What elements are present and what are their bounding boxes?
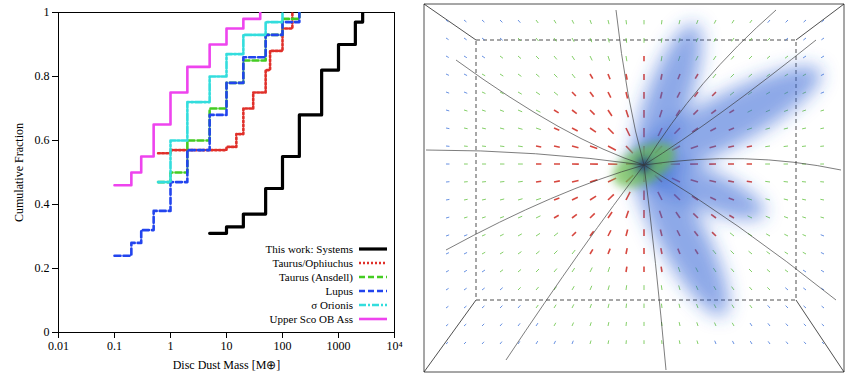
svg-text:0.8: 0.8	[35, 69, 50, 83]
svg-text:1: 1	[44, 5, 50, 19]
svg-text:0.4: 0.4	[35, 197, 50, 211]
html-text:This work: Systems: This work: Systems	[265, 243, 353, 255]
svg-text:1000: 1000	[327, 339, 351, 353]
html-text:Taurus (Ansdell): Taurus (Ansdell)	[278, 271, 353, 283]
html-text:Lupus: Lupus	[325, 285, 353, 297]
svg-text:0: 0	[44, 325, 50, 339]
svg-text:0.2: 0.2	[35, 261, 50, 275]
svg-text:100: 100	[274, 339, 292, 353]
svg-text:10: 10	[221, 339, 233, 353]
html-text:σ Orionis: σ Orionis	[311, 299, 353, 311]
html-text:Taurus/Ophiuchus: Taurus/Ophiuchus	[272, 257, 353, 269]
html-text:Upper Sco OB Ass: Upper Sco OB Ass	[269, 313, 353, 325]
svg-text:0.6: 0.6	[35, 133, 50, 147]
svg-text:10⁴: 10⁴	[386, 339, 402, 353]
svg-text:0.01: 0.01	[48, 339, 69, 353]
svg-text:0.1: 0.1	[107, 339, 122, 353]
svg-text:Cumulative Fraction: Cumulative Fraction	[12, 123, 26, 222]
svg-text:1: 1	[168, 339, 174, 353]
svg-text:Disc Dust Mass [M⊕]: Disc Dust Mass [M⊕]	[173, 358, 281, 372]
